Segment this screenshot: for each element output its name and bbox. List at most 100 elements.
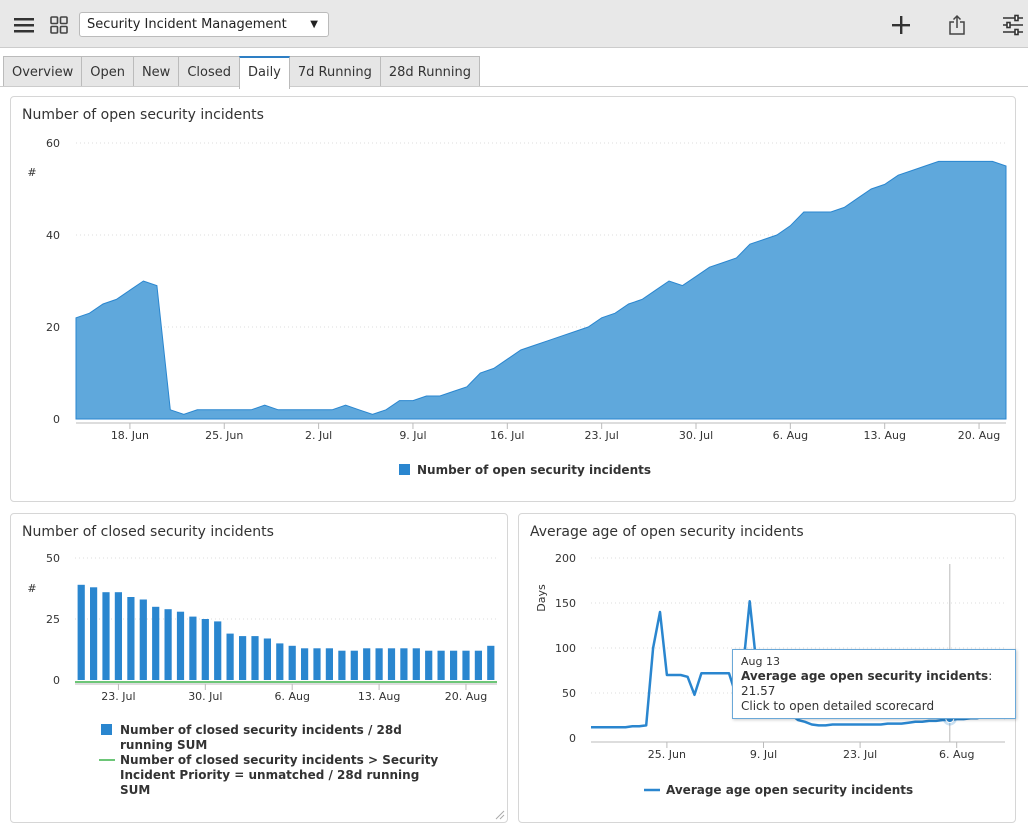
- tooltip-value: : 21.57: [741, 669, 993, 698]
- open-incidents-chart[interactable]: 0 20 40 60 #18. Jun 25. Jun 2. Jul 9. Jul 16. Ju…: [11, 97, 1015, 501]
- x-tick-label: 6. Aug: [274, 690, 309, 703]
- x-tick-label: 2. Jul: [305, 429, 332, 442]
- plus-icon[interactable]: [889, 13, 913, 37]
- panel-title: Number of open security incidents: [22, 107, 264, 123]
- tooltip-hint: Click to open detailed scorecard: [741, 699, 935, 713]
- bar: [350, 650, 358, 680]
- tab-open[interactable]: Open: [81, 56, 134, 87]
- x-tick-label: 25. Jun: [648, 748, 686, 761]
- legend-label: SUM: [120, 783, 150, 797]
- bar: [387, 648, 396, 680]
- bar: [127, 597, 135, 680]
- bar: [400, 648, 408, 680]
- bar: [139, 599, 147, 680]
- tab-overview[interactable]: Overview: [3, 56, 83, 87]
- panel-title: Number of closed security incidents: [22, 524, 274, 540]
- bar: [375, 648, 383, 680]
- average-age-panel[interactable]: Average age of open security incidents 0…: [518, 513, 1016, 823]
- y-axis-label: Days: [535, 584, 548, 612]
- bar: [77, 584, 85, 680]
- tooltip-series-label: Average age open security incidents: [741, 669, 989, 683]
- x-tick-label: 20. Aug: [958, 429, 1000, 442]
- tab-closed[interactable]: Closed: [178, 56, 240, 87]
- x-tick-label: 25. Jun: [205, 429, 243, 442]
- y-tick-label: 60: [46, 137, 60, 150]
- y-tick-label: 0: [53, 674, 60, 687]
- bar: [251, 636, 259, 680]
- y-tick-label: 0: [53, 413, 60, 426]
- y-tick-label: 50: [46, 552, 60, 565]
- chart-tooltip[interactable]: Aug 13 Average age open security inciden…: [732, 649, 1016, 719]
- open-incidents-panel[interactable]: Number of open security incidents 0 20 40 6…: [10, 96, 1016, 502]
- bar: [114, 592, 122, 680]
- x-tick-label: 18. Jun: [111, 429, 149, 442]
- grid-view-icon[interactable]: [48, 14, 70, 36]
- bar: [487, 645, 495, 680]
- bar: [425, 650, 433, 680]
- legend-label: Number of open security incidents: [417, 463, 651, 477]
- closed-incidents-chart[interactable]: 0 25 50 #23. Jul 30. Jul 6. Aug 13. Aug 20. Aug…: [11, 514, 507, 822]
- y-tick-label: 50: [562, 687, 576, 700]
- bar: [288, 645, 296, 680]
- legend-swatch: [399, 464, 410, 475]
- y-tick-label: 0: [569, 732, 576, 745]
- panel-title: Average age of open security incidents: [530, 524, 804, 540]
- bar: [102, 592, 110, 680]
- tab-daily[interactable]: Daily: [238, 56, 290, 89]
- y-axis-label: #: [27, 582, 36, 595]
- bar: [276, 643, 284, 680]
- bar: [450, 650, 458, 680]
- bar: [263, 638, 271, 680]
- x-tick-label: 30. Jul: [188, 690, 222, 703]
- bar: [90, 587, 98, 680]
- x-tick-label: 23. Jul: [585, 429, 619, 442]
- hamburger-menu-icon[interactable]: [12, 14, 36, 36]
- bar: [325, 648, 333, 680]
- legend-swatch: [101, 724, 112, 735]
- bar: [338, 650, 346, 680]
- x-tick-label: 6. Aug: [939, 748, 974, 761]
- top-toolbar: Security Incident Management ▼: [0, 0, 1028, 48]
- bar: [412, 648, 420, 680]
- x-tick-label: 23. Jul: [101, 690, 135, 703]
- x-tick-label: 13. Aug: [358, 690, 400, 703]
- y-tick-label: 200: [555, 552, 576, 565]
- x-tick-label: 6. Aug: [773, 429, 808, 442]
- y-tick-label: 100: [555, 642, 576, 655]
- resize-grip-icon[interactable]: [495, 810, 505, 820]
- share-export-icon[interactable]: [946, 13, 968, 37]
- x-tick-label: 9. Jul: [399, 429, 426, 442]
- bar: [301, 648, 309, 680]
- x-tick-label: 16. Jul: [490, 429, 524, 442]
- average-age-chart[interactable]: 0 50 100 150 200 Days 25. Jun 9. Jul 23. Jul 6. A…: [519, 514, 1015, 822]
- bar: [437, 650, 445, 680]
- legend-label: Average age open security incidents: [666, 783, 913, 797]
- y-axis-label: #: [27, 166, 36, 179]
- legend-label: Number of closed security incidents > Se…: [120, 753, 438, 767]
- y-tick-label: 150: [555, 597, 576, 610]
- bar: [152, 606, 160, 680]
- bar: [462, 650, 470, 680]
- tab-content-divider: [0, 86, 1028, 87]
- tab-new[interactable]: New: [132, 56, 180, 87]
- bar: [474, 650, 482, 680]
- bar: [189, 616, 197, 680]
- bar: [201, 619, 209, 680]
- line-series: [591, 599, 1006, 729]
- dashboard-select[interactable]: Security Incident Management ▼: [79, 12, 329, 37]
- tab-7d-running[interactable]: 7d Running: [288, 56, 381, 87]
- bar: [313, 648, 321, 680]
- bar: [214, 621, 222, 680]
- bar: [176, 611, 185, 680]
- bar: [164, 609, 172, 680]
- legend-label: Incident Priority = unmatched / 28d runn…: [120, 768, 419, 782]
- closed-incidents-panel[interactable]: Number of closed security incidents 0 25 5…: [10, 513, 508, 823]
- tab-28d-running[interactable]: 28d Running: [379, 56, 481, 87]
- tooltip-date: Aug 13: [741, 655, 780, 668]
- legend-label: running SUM: [120, 738, 207, 752]
- bar: [363, 648, 371, 680]
- chevron-down-icon: ▼: [310, 19, 318, 30]
- x-tick-label: 30. Jul: [679, 429, 713, 442]
- sliders-icon[interactable]: [1000, 13, 1026, 37]
- y-tick-label: 20: [46, 321, 60, 334]
